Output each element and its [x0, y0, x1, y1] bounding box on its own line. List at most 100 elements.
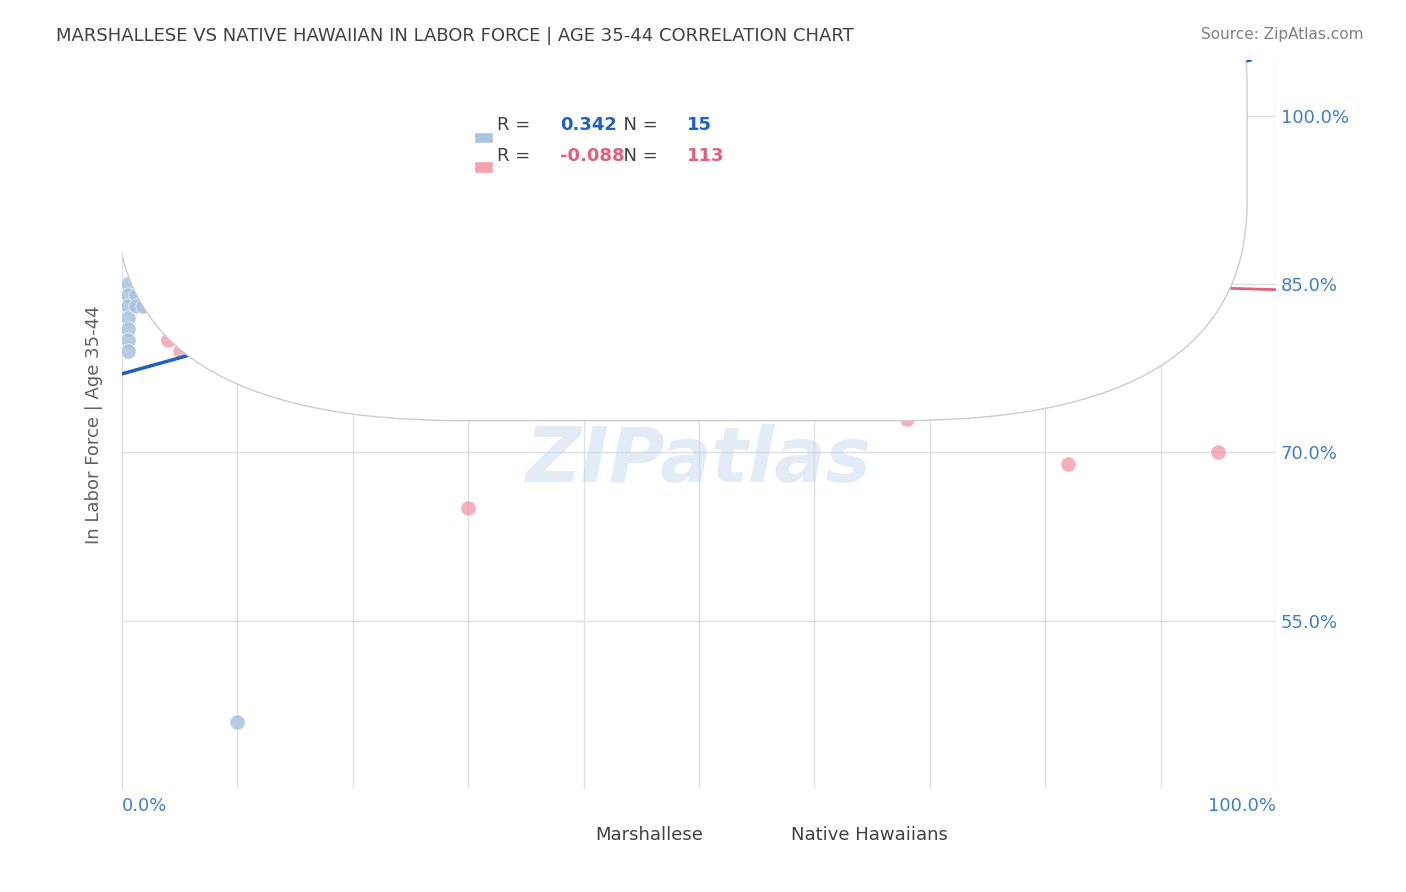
Point [163, 288, 186, 302]
Point [284, 277, 307, 291]
Point [803, 266, 825, 280]
Point [226, 244, 249, 258]
Text: Marshallese: Marshallese [595, 826, 703, 844]
Point [307, 254, 329, 268]
Point [148, 210, 170, 224]
Point [803, 244, 825, 258]
Point [145, 266, 167, 280]
Point [1033, 300, 1056, 314]
Bar [474, 132, 494, 144]
Point [117, 221, 139, 235]
Bar [561, 825, 589, 844]
Point [515, 277, 537, 291]
Point [163, 266, 186, 280]
Point [202, 300, 225, 314]
Point [180, 288, 202, 302]
Point [226, 714, 249, 729]
Point [145, 254, 167, 268]
Point [157, 300, 180, 314]
Point [132, 187, 155, 202]
Point [688, 300, 710, 314]
Text: 0.342: 0.342 [560, 116, 617, 135]
Point [169, 333, 191, 347]
Text: -0.088: -0.088 [560, 147, 624, 165]
Point [284, 221, 307, 235]
Point [143, 254, 166, 268]
Point [134, 300, 156, 314]
Point [260, 288, 283, 302]
Point [550, 288, 572, 302]
Point [191, 277, 214, 291]
Point [1149, 165, 1171, 179]
Point [550, 244, 572, 258]
Point [139, 288, 162, 302]
Point [630, 288, 652, 302]
Point [342, 244, 364, 258]
Point [180, 266, 202, 280]
Bar [474, 161, 494, 173]
Point [139, 244, 162, 258]
Point [117, 344, 139, 359]
Point [1206, 445, 1229, 459]
Point [117, 300, 139, 314]
Point [128, 198, 150, 212]
Point [125, 288, 148, 302]
Point [550, 310, 572, 325]
Bar [756, 825, 786, 844]
Point [226, 266, 249, 280]
Point [711, 244, 734, 258]
Point [249, 232, 271, 246]
Point [284, 244, 307, 258]
Point [125, 300, 148, 314]
Point [1033, 322, 1056, 336]
Point [169, 232, 191, 246]
Point [117, 322, 139, 336]
Point [202, 288, 225, 302]
Text: 113: 113 [688, 147, 724, 165]
Point [191, 210, 214, 224]
Point [596, 244, 619, 258]
Point [152, 266, 174, 280]
Point [307, 232, 329, 246]
Point [134, 266, 156, 280]
Point [457, 501, 479, 516]
Point [896, 411, 918, 425]
Point [860, 300, 883, 314]
Point [226, 310, 249, 325]
Point [215, 232, 238, 246]
Point [202, 244, 225, 258]
Text: ZIPatlas: ZIPatlas [526, 424, 872, 498]
Point [249, 198, 271, 212]
Point [117, 310, 139, 325]
Text: 15: 15 [688, 116, 711, 135]
Point [148, 232, 170, 246]
Point [125, 153, 148, 168]
Point [163, 244, 186, 258]
Point [117, 244, 139, 258]
Point [260, 266, 283, 280]
Point [157, 221, 180, 235]
Point [745, 288, 768, 302]
Point [145, 244, 167, 258]
Point [139, 300, 162, 314]
Point [117, 333, 139, 347]
Point [169, 198, 191, 212]
Point [157, 254, 180, 268]
Text: 100.0%: 100.0% [1208, 797, 1277, 815]
Point [157, 333, 180, 347]
Point [139, 277, 162, 291]
Point [226, 288, 249, 302]
Point [803, 310, 825, 325]
Point [596, 288, 619, 302]
Point [152, 244, 174, 258]
Point [143, 266, 166, 280]
Text: N =: N = [612, 116, 664, 135]
Point [191, 254, 214, 268]
Point [364, 221, 387, 235]
Point [976, 401, 998, 415]
Point [1057, 457, 1080, 471]
Text: R =: R = [496, 116, 541, 135]
Point [364, 244, 387, 258]
Text: R =: R = [496, 147, 541, 165]
Point [148, 254, 170, 268]
